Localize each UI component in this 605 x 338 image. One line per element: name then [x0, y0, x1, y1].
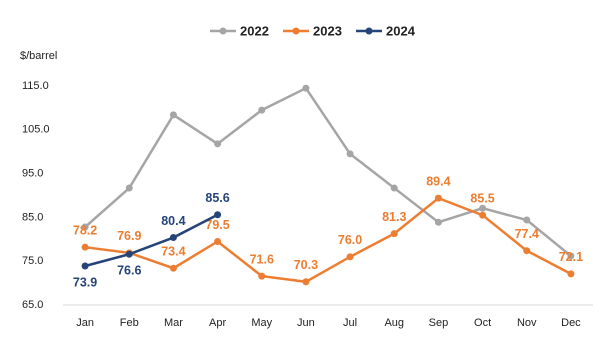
data-label: 89.4	[426, 174, 450, 188]
legend-label: 2024	[386, 23, 416, 38]
series-line	[84, 86, 572, 257]
x-tick-label: May	[251, 317, 272, 329]
data-point	[567, 270, 575, 278]
data-point	[169, 111, 177, 119]
y-tick-label: 95.0	[22, 168, 43, 180]
x-tick-label: Oct	[474, 317, 491, 329]
legend-marker	[219, 27, 227, 35]
x-tick-label: Jun	[297, 317, 315, 329]
data-label: 76.6	[117, 263, 141, 277]
legend-marker	[365, 27, 373, 35]
data-point	[523, 216, 531, 224]
data-label: 85.5	[470, 192, 494, 206]
data-point	[169, 264, 177, 272]
y-axis-label: $/barrel	[20, 50, 57, 62]
data-point	[567, 252, 575, 260]
series-line	[84, 213, 219, 268]
data-label: 80.4	[161, 214, 185, 228]
data-point	[302, 278, 310, 286]
data-label: 72.1	[559, 250, 583, 264]
x-tick-label: Feb	[120, 317, 139, 329]
data-label: 81.3	[382, 210, 406, 224]
data-point	[390, 184, 398, 192]
data-point	[125, 250, 133, 258]
data-label: 73.9	[73, 275, 97, 289]
data-point	[214, 237, 222, 245]
data-point	[81, 243, 89, 251]
y-tick-label: 75.0	[22, 255, 43, 267]
data-point	[258, 106, 266, 114]
data-point	[523, 247, 531, 255]
y-tick-label: 65.0	[22, 299, 43, 311]
data-point	[81, 223, 89, 231]
y-tick-label: 105.0	[22, 124, 50, 136]
data-label: 77.4	[515, 227, 539, 241]
data-label: 78.2	[73, 223, 97, 237]
data-label: 85.6	[205, 191, 229, 205]
data-point	[302, 84, 310, 92]
data-point	[434, 194, 442, 202]
x-tick-label: Jul	[343, 317, 357, 329]
x-tick-label: Mar	[164, 317, 183, 329]
x-tick-label: Nov	[517, 317, 537, 329]
data-point	[479, 204, 487, 212]
x-tick-label: Apr	[209, 317, 226, 329]
series-line	[84, 196, 572, 284]
data-point	[169, 234, 177, 242]
data-label: 71.6	[250, 252, 274, 266]
legend-label: 2023	[313, 23, 342, 38]
x-tick-label: Aug	[384, 317, 404, 329]
data-label: 76.9	[117, 229, 141, 243]
data-point	[214, 211, 222, 219]
x-tick-label: Jan	[76, 317, 94, 329]
data-label: 76.0	[338, 233, 362, 247]
data-point	[258, 272, 266, 280]
data-point	[479, 211, 487, 219]
data-label: 70.3	[294, 258, 318, 272]
legend-label: 2022	[240, 23, 269, 38]
data-point	[346, 253, 354, 261]
x-tick-label: Sep	[429, 317, 449, 329]
data-label: 79.5	[205, 218, 229, 232]
data-point	[125, 184, 133, 192]
data-point	[346, 150, 354, 158]
y-tick-label: 85.0	[22, 211, 43, 223]
data-point	[214, 140, 222, 148]
data-point	[390, 230, 398, 238]
legend-marker	[292, 27, 300, 35]
data-point	[434, 218, 442, 226]
x-tick-label: Dec	[561, 317, 581, 329]
data-point	[81, 262, 89, 270]
data-label: 73.4	[161, 245, 185, 259]
y-tick-label: 115.0	[22, 80, 49, 92]
